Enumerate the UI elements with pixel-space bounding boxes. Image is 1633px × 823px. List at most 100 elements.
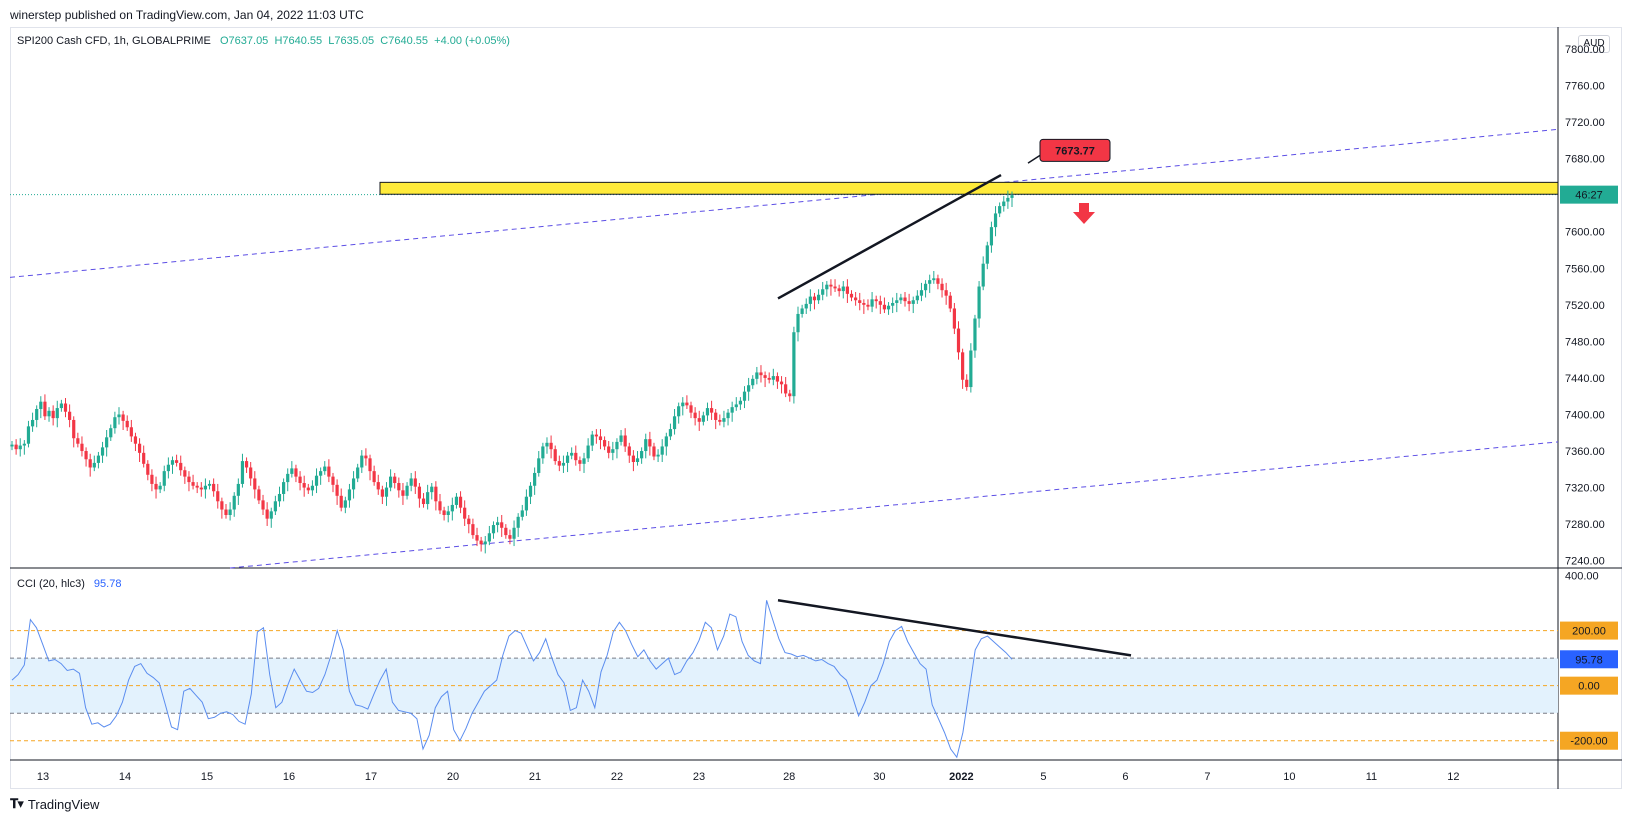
candle-body (668, 429, 673, 437)
time-axis-tick: 6 (1122, 771, 1128, 783)
candle-body (607, 446, 611, 453)
candle-body (265, 509, 269, 519)
candle-body (76, 438, 80, 444)
candle-body (512, 527, 516, 539)
candle-body (80, 443, 84, 452)
candle-body (944, 290, 948, 296)
candle-body (302, 483, 306, 488)
candle-body (483, 541, 487, 545)
candle-body (701, 415, 705, 422)
candle-body (923, 283, 928, 291)
candle-body (677, 406, 681, 417)
cci-badge: -200.00 (1570, 736, 1607, 748)
candle-body (310, 485, 315, 491)
candle-body (471, 524, 475, 536)
candle-body (726, 412, 730, 419)
candle-body (644, 439, 648, 452)
candle-body (236, 483, 240, 496)
candle-body (384, 487, 389, 497)
candle-body (985, 245, 989, 264)
candle-body (409, 478, 413, 486)
candle-body (977, 286, 981, 319)
candle-body (635, 458, 640, 462)
footer-brand[interactable]: TradingView (27, 796, 100, 812)
down-arrow-icon (1073, 203, 1095, 224)
candle-body (84, 451, 88, 460)
candle-body (339, 495, 343, 508)
legend-high: H7640.55 (274, 35, 323, 47)
symbol-legend: SPI200 Cash CFD, 1h, GLOBALPRIME O7637.0… (17, 35, 510, 47)
candle-body (755, 372, 759, 379)
time-axis-tick: 10 (1283, 771, 1295, 783)
cci-series-line (11, 600, 1013, 759)
candle-body (170, 460, 175, 465)
tradingview-logo-icon[interactable]: 𝐓▾ (10, 796, 24, 811)
candle-body (257, 489, 261, 501)
candle-body (574, 452, 578, 461)
candle-body (294, 468, 298, 477)
candle-body (121, 414, 125, 421)
candle-body (862, 302, 866, 305)
candle-body (586, 445, 590, 459)
candle-body (528, 485, 533, 497)
time-axis-tick: 20 (447, 771, 459, 783)
candle-body (771, 376, 775, 380)
candle-body (841, 286, 845, 292)
price-axis-tick: 7440.00 (1565, 373, 1605, 385)
currency-label[interactable]: AUD (1578, 35, 1610, 53)
cci-badge: 95.78 (1575, 654, 1603, 666)
candle-body (524, 496, 529, 511)
legend-low: L7635.05 (328, 35, 375, 47)
candle-body (269, 511, 273, 519)
callout-box (1039, 138, 1111, 162)
candle-body (672, 416, 677, 430)
price-axis-tick: 7360.00 (1565, 446, 1605, 458)
symbol-name[interactable]: SPI200 Cash CFD, 1h, GLOBALPRIME (17, 35, 211, 47)
candle-body (277, 493, 282, 502)
candle-body (714, 412, 718, 420)
cci-legend: CCI (20, hlc3) 95.78 (17, 578, 121, 590)
candle-body (183, 470, 187, 477)
candle-body (212, 483, 216, 492)
candle-body (940, 283, 944, 291)
time-axis-tick: 28 (783, 771, 795, 783)
candle-body (623, 435, 627, 447)
cci-legend-label[interactable]: CCI (20, hlc3) (17, 578, 85, 590)
candle-body (216, 491, 220, 502)
candle-body (434, 486, 438, 502)
candle-body (417, 486, 422, 499)
price-axis-tick: 7720.00 (1565, 117, 1605, 129)
candle-body (561, 462, 566, 466)
candle-body (615, 441, 619, 450)
resistance-zone (379, 181, 1559, 195)
candle-body (685, 402, 689, 406)
candle-body (907, 301, 911, 304)
price-axis-tick: 7800.00 (1565, 44, 1605, 56)
cci-badge: 200.00 (1572, 626, 1606, 638)
candle-body (697, 418, 701, 422)
candle-body (541, 446, 545, 459)
candle-body (343, 500, 347, 508)
candle-body (825, 284, 829, 290)
candle-body (175, 460, 179, 463)
candle-body (973, 318, 977, 351)
candle-body (117, 414, 121, 418)
time-axis-tick: 22 (611, 771, 623, 783)
candle-body (430, 486, 434, 493)
candle-body (874, 299, 878, 302)
price-axis-tick: 7760.00 (1565, 80, 1605, 92)
candle-body (380, 489, 384, 497)
channel-upper-line (9, 128, 1559, 278)
candle-body (611, 449, 615, 453)
candle-body (51, 410, 55, 419)
candle-body (837, 288, 841, 292)
candle-body (199, 487, 203, 490)
candle-body (998, 206, 1002, 214)
candle-body (203, 485, 208, 490)
candle-body (397, 483, 401, 491)
candle-body (372, 471, 376, 483)
candle-body (833, 286, 837, 289)
candle-body (911, 300, 915, 304)
candle-body (290, 468, 294, 474)
